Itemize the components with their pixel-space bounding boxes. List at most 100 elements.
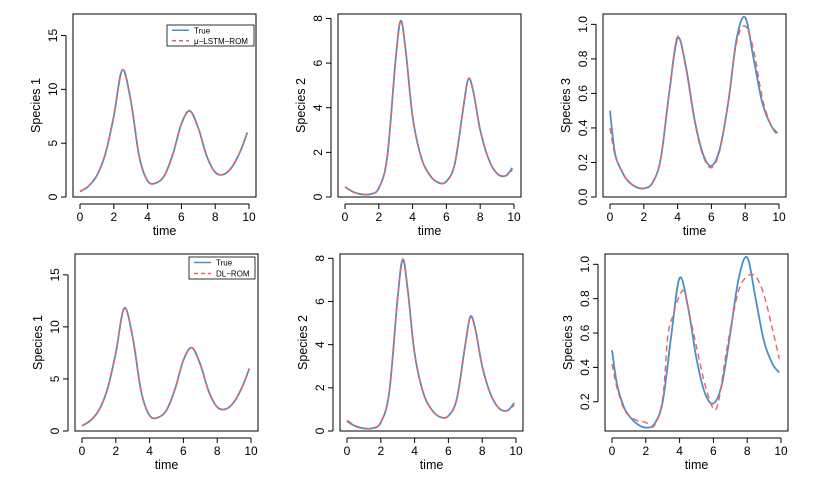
x-axis-label: time [420,458,444,472]
y-tick-label: 1.0 [578,256,592,273]
x-tick-label: 2 [112,444,119,458]
x-tick-label: 8 [477,210,484,224]
y-tick-label: 0.4 [578,359,592,376]
y-tick-label: 0.2 [576,154,590,171]
series-true-line [344,19,514,196]
plot-frame [72,13,257,198]
chart-panel-4: 0 2 4 6 8 10 time 0 5 10 15 Species 1 True DL−ROM [31,253,259,472]
y-tick-label: 0.8 [578,290,592,307]
chart-panel-1: 0 2 4 6 8 10 time 0 5 10 15 Species 1 True μ−LSTM−ROM [29,13,257,238]
x-tick-label: 6 [443,210,450,224]
series-predicted-line [609,25,778,190]
y-tick-label: 4 [313,341,327,348]
y-tick-label: 2 [313,384,327,391]
x-tick-label: 6 [178,210,185,224]
y-tick-label: 15 [48,268,62,282]
chart-panel-3: 0 2 4 6 8 10 time 0.0 0.2 0.4 0.6 0.8 1.0 Species 3 [559,13,787,238]
x-axis-label: time [155,458,179,472]
legend-entry-label: DL−ROM [216,270,250,279]
chart-panel-2: 0 2 4 6 8 10 time 0 2 4 6 8 Species 2 [294,13,522,238]
y-tick-label: 8 [313,255,327,262]
x-tick-label: 0 [342,210,349,224]
y-tick-label: 10 [48,320,62,334]
series-predicted-line [611,273,780,428]
x-tick-label: 2 [377,444,384,458]
y-tick-label: 15 [46,29,60,43]
x-tick-label: 4 [674,210,681,224]
x-tick-label: 6 [180,444,187,458]
y-tick-label: 0.8 [576,50,590,67]
plot-frame [74,253,259,432]
chart-panel-6: 0 2 4 6 8 10 time 0.2 0.4 0.6 0.8 1.0 Species 3 [561,253,789,472]
x-tick-label: 4 [146,444,153,458]
series-predicted-line [346,259,515,430]
x-tick-label: 10 [242,210,256,224]
legend: True μ−LSTM−ROM [166,24,255,47]
series-predicted-line [79,69,248,193]
y-axis-label: Species 1 [31,315,45,370]
y-axis-label: Species 1 [29,78,43,133]
x-tick-label: 10 [772,210,786,224]
x-tick-label: 0 [607,210,614,224]
x-tick-label: 10 [244,444,258,458]
x-tick-label: 2 [642,444,649,458]
x-tick-label: 10 [774,444,788,458]
y-axis-label: Species 2 [294,78,308,133]
x-tick-label: 4 [411,444,418,458]
legend-entry-label: μ−LSTM−ROM [194,37,248,46]
y-tick-label: 0 [311,193,325,200]
y-axis-label: Species 2 [296,315,310,370]
y-tick-label: 0.6 [578,324,592,341]
series-predicted-line [344,19,513,196]
series-true-line [611,255,781,429]
series-predicted-line [81,307,250,427]
x-tick-label: 0 [344,444,351,458]
x-tick-label: 2 [375,210,382,224]
x-tick-label: 6 [710,444,717,458]
x-tick-label: 6 [708,210,715,224]
x-tick-label: 8 [212,210,219,224]
plot-frame [337,13,522,198]
x-axis-label: time [685,458,709,472]
x-tick-label: 4 [676,444,683,458]
legend-entry-label: True [194,26,211,35]
x-tick-label: 2 [110,210,117,224]
y-tick-label: 0 [48,427,62,434]
x-tick-label: 0 [77,210,84,224]
y-tick-label: 0.0 [576,188,590,205]
x-tick-label: 0 [609,444,616,458]
x-tick-label: 8 [214,444,221,458]
legend-entry-label: True [216,259,233,268]
y-axis-label: Species 3 [559,78,573,133]
y-tick-label: 0 [313,427,327,434]
y-tick-label: 6 [313,298,327,305]
y-tick-label: 0.2 [578,393,592,410]
x-tick-label: 8 [744,444,751,458]
y-tick-label: 0.4 [576,119,590,136]
series-true-line [346,258,516,430]
x-tick-label: 8 [742,210,749,224]
x-tick-label: 4 [144,210,151,224]
y-tick-label: 8 [311,15,325,22]
y-tick-label: 5 [48,375,62,382]
y-axis-label: Species 3 [561,315,575,370]
x-tick-label: 8 [479,444,486,458]
y-tick-label: 0 [46,193,60,200]
plot-frame [604,253,789,432]
x-axis-label: time [153,224,177,238]
y-tick-label: 6 [311,59,325,66]
series-true-line [79,69,249,193]
x-tick-label: 6 [445,444,452,458]
x-tick-label: 4 [409,210,416,224]
plot-frame [339,253,524,432]
y-tick-label: 0.6 [576,85,590,102]
x-tick-label: 10 [509,444,523,458]
y-tick-label: 2 [311,149,325,156]
y-tick-label: 5 [46,140,60,147]
x-tick-label: 0 [79,444,86,458]
legend: True DL−ROM [188,256,256,280]
y-tick-label: 10 [46,82,60,96]
x-axis-label: time [683,224,707,238]
y-tick-label: 4 [311,104,325,111]
y-tick-label: 1.0 [576,16,590,33]
